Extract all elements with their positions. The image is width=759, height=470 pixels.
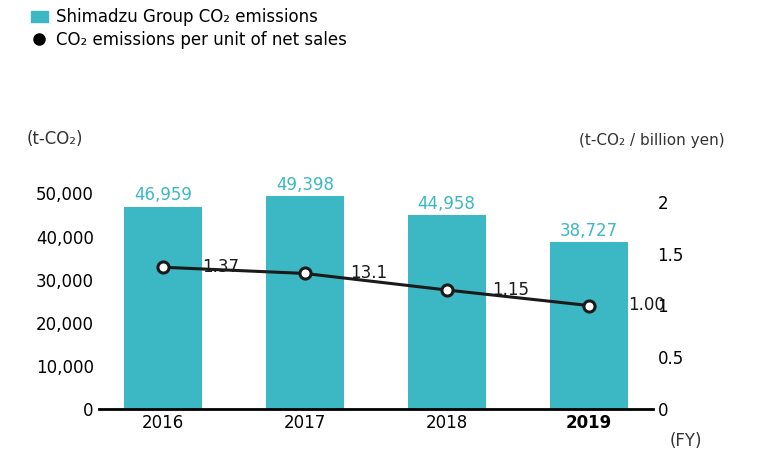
- Text: (t-CO₂ / billion yen): (t-CO₂ / billion yen): [579, 133, 725, 148]
- Text: 38,727: 38,727: [559, 222, 618, 240]
- Text: 46,959: 46,959: [134, 187, 192, 204]
- Text: 49,398: 49,398: [276, 176, 334, 194]
- Text: 1.00: 1.00: [628, 297, 665, 314]
- Text: (t-CO₂): (t-CO₂): [27, 130, 83, 148]
- Bar: [408, 215, 486, 409]
- Bar: [266, 196, 344, 409]
- Text: 44,958: 44,958: [417, 195, 476, 213]
- Text: (FY): (FY): [670, 432, 703, 450]
- Bar: [124, 207, 202, 409]
- Bar: [550, 242, 628, 409]
- Legend: Shimadzu Group CO₂ emissions, CO₂ emissions per unit of net sales: Shimadzu Group CO₂ emissions, CO₂ emissi…: [31, 8, 347, 49]
- Text: 13.1: 13.1: [350, 265, 387, 282]
- Text: 1.37: 1.37: [203, 258, 240, 276]
- Text: 1.15: 1.15: [492, 281, 529, 299]
